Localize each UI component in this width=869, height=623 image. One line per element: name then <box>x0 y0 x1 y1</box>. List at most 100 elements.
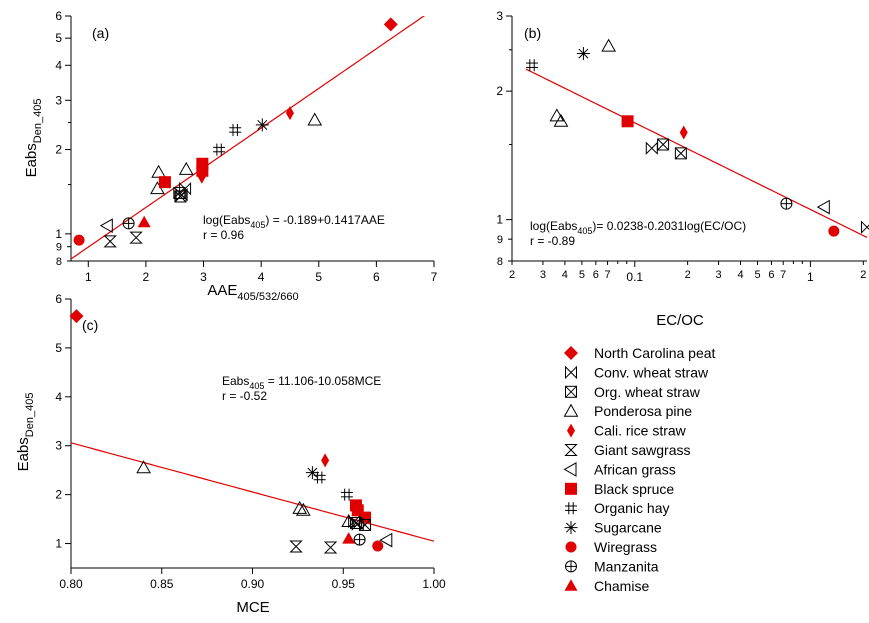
x-minor-tick-label: 2 <box>860 269 866 281</box>
point-african-grass <box>99 218 113 233</box>
x-tick-label: 0.90 <box>241 577 265 591</box>
y-minor-tick-label: 8 <box>56 256 62 268</box>
point-organic-hay <box>213 143 226 156</box>
x-tick-label: 1 <box>807 270 814 284</box>
point-org-wheat-straw <box>174 190 187 203</box>
legend-marker-manzanita <box>565 560 577 573</box>
legend-marker-organic-hay <box>565 502 577 515</box>
point-ponderosa-pine <box>553 113 569 127</box>
x-tick-label: 7 <box>431 270 438 284</box>
legend-label-ponderosa-pine: Ponderosa pine <box>594 403 692 419</box>
point-organic-hay <box>229 123 242 136</box>
point-wiregrass <box>372 540 384 552</box>
legend-marker-org-wheat-straw <box>565 385 577 398</box>
point-org-wheat-straw <box>173 186 186 199</box>
correlation-r: r = -0.89 <box>530 234 575 248</box>
point-ponderosa-pine <box>151 164 166 178</box>
fit-line <box>71 442 434 542</box>
legend-label-org-wheat-straw: Org. wheat straw <box>594 384 701 400</box>
legend-label-conv-wheat-straw: Conv. wheat straw <box>594 364 709 380</box>
x-minor-tick-label: 6 <box>593 269 599 281</box>
y-tick-label: 5 <box>55 31 62 45</box>
point-black-spruce <box>351 504 364 517</box>
y-tick-label: 1 <box>496 213 503 227</box>
point-giant-sawgrass <box>103 235 117 248</box>
point-north-carolina-peat <box>383 17 398 32</box>
point-ponderosa-pine <box>178 161 194 175</box>
point-chamise <box>342 532 356 544</box>
y-tick-label: 6 <box>55 9 62 23</box>
y-minor-tick-label: 8 <box>497 256 503 268</box>
y-tick-label: 3 <box>496 9 503 23</box>
point-conv-wheat-straw <box>861 220 869 234</box>
y-tick-label: 4 <box>55 58 62 72</box>
point-giant-sawgrass <box>289 540 303 553</box>
legend-marker-cali-rice-straw <box>567 423 575 438</box>
point-giant-sawgrass <box>323 541 338 554</box>
fit-line <box>71 16 425 260</box>
x-minor-tick-label: 7 <box>780 269 786 281</box>
point-african-grass <box>379 532 393 548</box>
x-axis-label: MCE <box>236 599 269 616</box>
point-black-spruce <box>621 115 634 128</box>
point-org-wheat-straw <box>359 518 372 531</box>
fit-equation: log(Eabs405)= 0.0238-0.2031log(EC/OC) <box>530 219 746 236</box>
x-tick-label: 2 <box>143 270 150 284</box>
point-cali-rice-straw <box>285 106 294 121</box>
x-minor-tick-label: 4 <box>737 269 743 281</box>
y-tick-label: 1 <box>55 537 62 551</box>
point-wiregrass <box>828 225 840 237</box>
point-ponderosa-pine <box>601 38 616 52</box>
legend-label-african-grass: African grass <box>594 461 676 477</box>
fit-line <box>525 68 867 238</box>
x-minor-tick-label: 7 <box>604 269 610 281</box>
legend-marker-conv-wheat-straw <box>565 365 577 380</box>
x-tick-label: 3 <box>200 270 207 284</box>
point-org-wheat-straw <box>674 147 687 160</box>
correlation-r: r = 0.96 <box>203 228 244 242</box>
legend-label-wiregrass: Wiregrass <box>594 539 657 555</box>
point-wiregrass <box>73 234 85 246</box>
panel-c: 0.80 0.85 0.90 0.95 1.00 1 2 3 4 5 6 (c) Eabs405 = 1… <box>15 292 446 616</box>
panel-a: 1 2 3 4 5 6 7 1 2 3 4 5 6 8 9 (a) log(Eabs405) = -0.189+… <box>23 9 438 303</box>
legend-label-north-carolina-peat: North Carolina peat <box>594 345 716 361</box>
legend-label-sugarcane: Sugarcane <box>594 520 662 536</box>
point-organic-hay <box>313 471 326 484</box>
x-minor-tick-label: 2 <box>509 269 515 281</box>
point-african-grass <box>816 199 830 215</box>
legend-marker-sugarcane <box>564 521 578 535</box>
point-ponderosa-pine <box>295 502 311 516</box>
point-manzanita <box>780 197 793 210</box>
point-manzanita <box>122 217 135 230</box>
x-axis-label: AAE405/532/660 <box>207 282 298 303</box>
legend-marker-wiregrass <box>565 541 577 553</box>
fit-equation: log(Eabs405) = -0.189+0.1417AAE <box>203 213 385 230</box>
x-minor-tick-label: 5 <box>754 269 760 281</box>
legend: North Carolina peat Conv. wheat straw Org.… <box>563 345 716 594</box>
point-cali-rice-straw <box>679 125 688 140</box>
x-minor-tick-label: 3 <box>540 269 546 281</box>
x-minor-tick-label: 5 <box>579 269 585 281</box>
point-organic-hay <box>340 488 353 501</box>
legend-marker-giant-sawgrass <box>564 444 578 456</box>
y-tick-label: 2 <box>55 488 62 502</box>
y-tick-label: 4 <box>55 390 62 404</box>
point-ponderosa-pine <box>292 500 308 514</box>
point-sugarcane <box>255 118 269 132</box>
point-ponderosa-pine <box>136 460 151 474</box>
point-black-spruce <box>196 164 209 177</box>
y-tick-label: 1 <box>55 227 62 241</box>
y-tick-label: 6 <box>55 292 62 306</box>
point-cali-rice-straw <box>321 453 330 468</box>
legend-label-chamise: Chamise <box>594 578 649 594</box>
legend-marker-ponderosa-pine <box>563 403 579 417</box>
x-minor-tick-label: 6 <box>768 269 774 281</box>
x-tick-label: 4 <box>258 270 265 284</box>
x-tick-label: 0.1 <box>626 270 643 284</box>
x-tick-label: 1 <box>85 270 92 284</box>
legend-label-organic-hay: Organic hay <box>594 500 669 516</box>
x-tick-label: 0.80 <box>59 577 83 591</box>
fit-equation: Eabs405 = 11.106-10.058MCE <box>222 374 381 391</box>
point-manzanita <box>353 533 366 546</box>
